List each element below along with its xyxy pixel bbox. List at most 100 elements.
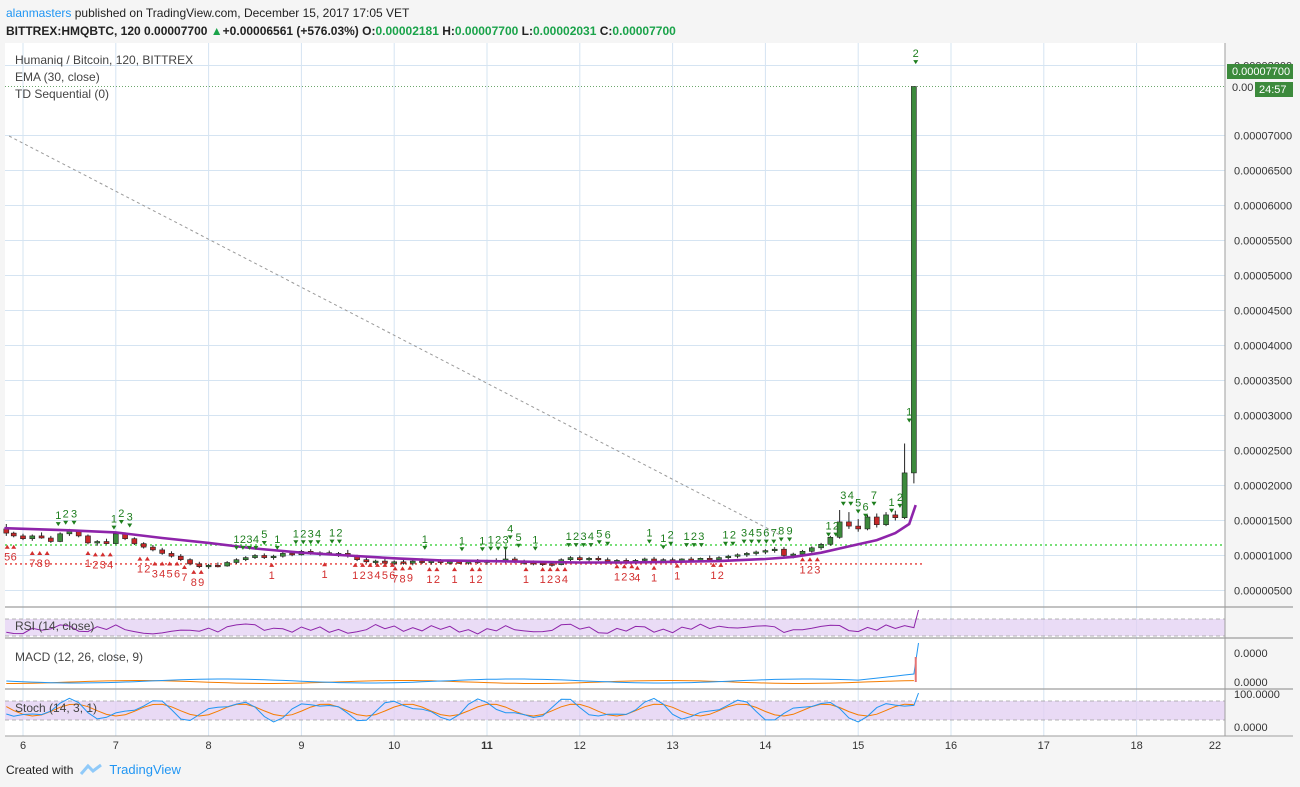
- td-up-35: 2: [668, 530, 674, 542]
- candle-90[interactable]: [836, 521, 843, 538]
- candle-30[interactable]: [280, 553, 286, 557]
- candle-92[interactable]: [855, 525, 862, 530]
- candle-83[interactable]: [771, 548, 778, 552]
- candle-87[interactable]: [808, 547, 815, 552]
- candle-20[interactable]: [187, 559, 193, 565]
- candle-5[interactable]: [48, 537, 54, 542]
- trend-line[interactable]: [8, 135, 780, 535]
- td-up-23: 3: [502, 535, 508, 547]
- candle-88[interactable]: [818, 543, 824, 549]
- candle-2[interactable]: [20, 535, 26, 539]
- candle-44[interactable]: [409, 560, 416, 564]
- td-up-arrow-icon: [588, 543, 594, 548]
- candle-63[interactable]: [586, 557, 592, 561]
- candle-31[interactable]: [289, 553, 295, 556]
- td-down-13: 5: [167, 569, 173, 581]
- td-down-arrow-icon: [198, 569, 204, 574]
- candle-80[interactable]: [744, 553, 750, 556]
- td-down-34: 1: [523, 574, 529, 586]
- candle-82[interactable]: [762, 550, 769, 553]
- candle-59[interactable]: [549, 563, 555, 566]
- candle-64[interactable]: [595, 557, 602, 561]
- candle-42[interactable]: [391, 561, 398, 564]
- candle-17[interactable]: [159, 549, 165, 554]
- td-up-2: 3: [71, 509, 77, 521]
- time-axis[interactable]: 6 7 8 9 10 11 12 13 14 15 16 17 18 22: [20, 740, 1221, 752]
- candle-3[interactable]: [29, 535, 36, 539]
- candle-45[interactable]: [419, 560, 425, 563]
- low-value: 0.00002031: [532, 24, 597, 38]
- candle-76[interactable]: [706, 557, 713, 561]
- candle-79[interactable]: [734, 554, 741, 557]
- candle-40[interactable]: [372, 560, 379, 563]
- candle-94[interactable]: [873, 516, 880, 525]
- publish-line: alanmasters published on TradingView.com…: [6, 4, 676, 22]
- candle-18[interactable]: [168, 553, 175, 557]
- candle-39[interactable]: [363, 559, 370, 563]
- ohlc-line: BITTREX:HMQBTC, 120 0.00007700 ▲+0.00006…: [6, 22, 676, 40]
- candle-48[interactable]: [447, 561, 453, 564]
- candle-24[interactable]: [224, 562, 230, 567]
- candle-29[interactable]: [270, 555, 277, 559]
- candle-10[interactable]: [94, 541, 101, 544]
- candle-16[interactable]: [150, 546, 156, 551]
- candle-95[interactable]: [883, 514, 889, 525]
- td-up-arrow-icon: [863, 513, 869, 518]
- candle-41[interactable]: [382, 560, 388, 564]
- candle-27[interactable]: [252, 555, 258, 558]
- candle-28[interactable]: [261, 555, 268, 558]
- candle-12[interactable]: [113, 533, 119, 544]
- td-up-50: 3: [840, 490, 846, 502]
- candle-58[interactable]: [539, 562, 546, 566]
- candle-96[interactable]: [892, 514, 899, 518]
- candle-11[interactable]: [103, 541, 110, 544]
- candle-49[interactable]: [456, 561, 462, 564]
- stoch-label: Stoch (14, 3, 1): [15, 701, 97, 715]
- candle-62[interactable]: [576, 557, 583, 560]
- candle-69[interactable]: [641, 558, 648, 561]
- candle-65[interactable]: [604, 559, 611, 562]
- candle-23[interactable]: [215, 564, 221, 568]
- symbol-label: BITTREX:HMQBTC, 120: [6, 24, 141, 38]
- candle-86[interactable]: [799, 550, 806, 555]
- footer-brand[interactable]: TradingView: [109, 762, 181, 777]
- td-down-24: 5: [382, 570, 388, 582]
- candle-78[interactable]: [725, 555, 732, 559]
- footer-created: Created with: [6, 762, 74, 777]
- td-down-arrow-icon: [322, 562, 328, 567]
- candle-93[interactable]: [864, 516, 871, 530]
- candle-15[interactable]: [140, 543, 147, 548]
- candle-89[interactable]: [827, 536, 834, 545]
- candle-9[interactable]: [85, 535, 91, 544]
- candle-14[interactable]: [131, 538, 138, 544]
- chart-canvas[interactable]: 1 2 3 1 2 31 2 3 4 5 1 1 2 3 4 1 21 1 1 1 2 345 1 1 2 3 4 5 6 1 1 2 1 2 3 1…: [0, 40, 1300, 754]
- candle-97[interactable]: [901, 472, 908, 518]
- price-axis[interactable]: 0.000080000.000070000.000065000.00006000…: [1234, 61, 1292, 598]
- td-up-arrow-icon: [253, 545, 259, 550]
- td-down-arrow-icon: [107, 552, 113, 557]
- candle-22[interactable]: [205, 564, 212, 568]
- td-down-41: 3: [629, 571, 635, 583]
- candle-61[interactable]: [567, 557, 574, 560]
- candle-25[interactable]: [233, 559, 240, 563]
- y-tick-3: 0.00006000: [1234, 201, 1292, 213]
- candle-81[interactable]: [753, 551, 759, 554]
- candle-84[interactable]: [781, 548, 787, 556]
- countdown-bg: [1255, 82, 1293, 97]
- candle-1[interactable]: [10, 532, 17, 537]
- candle-77[interactable]: [716, 557, 722, 560]
- td-down-6: 2: [92, 559, 98, 571]
- candle-21[interactable]: [196, 563, 203, 568]
- candle-19[interactable]: [177, 555, 184, 561]
- candle-91[interactable]: [846, 521, 852, 527]
- candle-26[interactable]: [242, 557, 249, 560]
- last-price: 0.00007700: [144, 24, 208, 38]
- td-up-arrow-icon: [507, 535, 513, 540]
- y-tick-11: 0.00002000: [1234, 481, 1292, 493]
- td-up-17: 2: [336, 528, 342, 540]
- candle-4[interactable]: [38, 535, 45, 539]
- author-link[interactable]: alanmasters: [6, 6, 72, 20]
- candle-43[interactable]: [400, 561, 407, 564]
- candle-98[interactable]: [911, 86, 917, 474]
- candle-6[interactable]: [57, 533, 63, 542]
